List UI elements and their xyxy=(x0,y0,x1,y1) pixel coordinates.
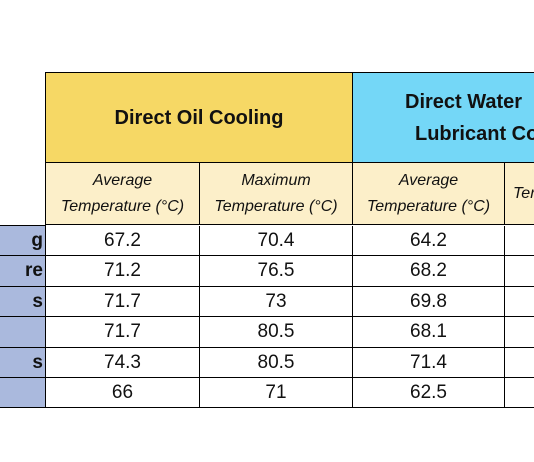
table-cell xyxy=(505,226,534,256)
subheader-oil-average: Average Temperature (°C) xyxy=(46,163,200,225)
table-top-border xyxy=(45,72,534,73)
table-cell: 69.8 xyxy=(353,287,505,317)
table-cell xyxy=(505,348,534,378)
subheader-oil-maximum: Maximum Temperature (°C) xyxy=(200,163,353,225)
subheader-line1: Average xyxy=(398,171,459,189)
direct-water-lubricant-header: Direct Water Lubricant Co xyxy=(353,73,534,163)
row-label xyxy=(0,378,46,408)
table-cell: 64.2 xyxy=(353,226,505,256)
table-cell: 71.2 xyxy=(46,256,200,287)
table-cell xyxy=(505,317,534,348)
table-cell: 76.5 xyxy=(200,256,353,287)
table-cell xyxy=(505,256,534,287)
table-cell: 74.3 xyxy=(46,348,200,378)
row-label xyxy=(0,317,46,348)
table-cell: 71.7 xyxy=(46,287,200,317)
subheader-line2: Temperature (°C) xyxy=(60,197,185,215)
table-cell: 71.4 xyxy=(353,348,505,378)
subheader-line2: Temperature (°C) xyxy=(214,197,338,215)
table-cell: 71 xyxy=(200,378,353,408)
subheader-water-average: Average Temperature (°C) xyxy=(353,163,505,225)
subheader-line1: Maximum xyxy=(241,171,311,189)
row-label: g xyxy=(0,226,46,256)
direct-oil-cooling-label: Direct Oil Cooling xyxy=(114,106,284,129)
subheader-water-maximum: Ter xyxy=(505,163,534,225)
table-cell: 68.2 xyxy=(353,256,505,287)
row-label: re xyxy=(0,256,46,287)
row-label: s xyxy=(0,348,46,378)
label-top-border xyxy=(0,225,46,226)
table-cell: 80.5 xyxy=(200,348,353,378)
table-cell: 62.5 xyxy=(353,378,505,408)
table-cell: 71.7 xyxy=(46,317,200,348)
table-cell xyxy=(505,378,534,408)
table-cell: 70.4 xyxy=(200,226,353,256)
row-label: s xyxy=(0,287,46,317)
table-cell: 73 xyxy=(200,287,353,317)
table-cell xyxy=(505,287,534,317)
subheader-line2: Temperature (°C) xyxy=(366,197,491,215)
table-cell: 67.2 xyxy=(46,226,200,256)
water-header-line1: Direct Water xyxy=(405,90,523,113)
table-cell: 68.1 xyxy=(353,317,505,348)
subheader-line1: Average xyxy=(92,171,153,189)
water-header-line2: Lubricant Co xyxy=(415,122,534,145)
table-cell: 66 xyxy=(46,378,200,408)
subheader-line2: Ter xyxy=(513,184,534,202)
table-cell: 80.5 xyxy=(200,317,353,348)
direct-oil-cooling-header: Direct Oil Cooling xyxy=(46,73,353,163)
